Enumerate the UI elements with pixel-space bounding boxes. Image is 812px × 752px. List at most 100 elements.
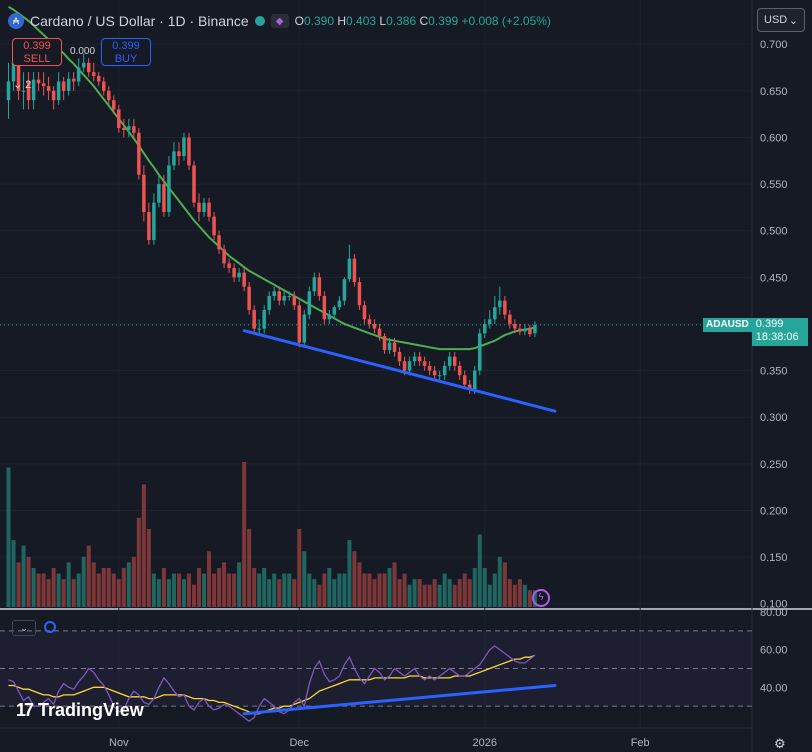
candle-body bbox=[357, 281, 362, 306]
candle-body bbox=[222, 249, 226, 264]
candle-body bbox=[11, 62, 16, 82]
volume-bar bbox=[91, 562, 96, 607]
sell-label: SELL bbox=[23, 53, 51, 65]
market-status-icon bbox=[254, 16, 265, 26]
candle-body bbox=[242, 272, 246, 287]
candle-body bbox=[61, 81, 66, 91]
candle-body bbox=[287, 295, 292, 297]
candle-body bbox=[513, 323, 517, 329]
rsi-ma-line bbox=[8, 654, 536, 715]
volume-bar bbox=[171, 573, 176, 607]
volume-bar bbox=[422, 584, 427, 607]
price-tick-label: 0.150 bbox=[760, 552, 788, 564]
buy-button[interactable]: 0.399 BUY bbox=[101, 38, 151, 66]
volume-bar bbox=[197, 567, 202, 607]
volume-bar bbox=[101, 567, 106, 607]
chart-header: ₳ Cardano / US Dollar · 1D · Binance ◆ O… bbox=[8, 8, 551, 34]
candle-body bbox=[312, 277, 317, 292]
candle-body bbox=[187, 137, 191, 166]
candle-body bbox=[102, 81, 106, 91]
rsi-tick-label: 60.00 bbox=[760, 645, 788, 657]
price-tick-label: 0.650 bbox=[760, 86, 788, 98]
candle-body bbox=[387, 342, 392, 351]
collapse-pane-button[interactable]: ⌄ bbox=[12, 620, 36, 636]
candle-body bbox=[488, 319, 492, 324]
cardano-logo-icon: ₳ bbox=[8, 13, 24, 29]
volume-bar bbox=[61, 579, 66, 607]
candle-body bbox=[493, 307, 497, 320]
candle-body bbox=[81, 62, 86, 68]
candle-body bbox=[6, 81, 11, 101]
buy-price: 0.399 bbox=[112, 40, 140, 52]
volume-bar bbox=[76, 573, 81, 607]
candle-body bbox=[282, 295, 286, 301]
volume-bar bbox=[442, 573, 447, 607]
candle-body bbox=[112, 100, 116, 110]
visibility-icon[interactable] bbox=[44, 621, 56, 633]
volume-bar bbox=[46, 579, 51, 607]
candle-body bbox=[427, 365, 432, 371]
volume-bar bbox=[327, 567, 332, 607]
volume-bar bbox=[217, 567, 222, 607]
volume-bar bbox=[191, 584, 197, 607]
rsi-band-fill bbox=[0, 630, 752, 707]
price-tick-label: 0.700 bbox=[760, 39, 788, 51]
moving-average-line bbox=[8, 6, 536, 351]
candle-body bbox=[367, 319, 372, 324]
price-tick-label: 0.350 bbox=[760, 366, 788, 378]
volume-bar bbox=[6, 467, 11, 607]
candle-body bbox=[26, 81, 31, 101]
indicator-flag-icon[interactable]: ◆ bbox=[270, 14, 289, 28]
volume-bar bbox=[472, 567, 477, 607]
candle-body bbox=[207, 202, 211, 217]
candle-body bbox=[16, 62, 21, 91]
candle-body bbox=[182, 137, 186, 157]
volume-bar bbox=[156, 579, 161, 607]
lightning-icon[interactable]: ϟ bbox=[532, 589, 550, 607]
bar-countdown: 18:38:06 bbox=[755, 331, 799, 343]
volume-bar bbox=[51, 567, 56, 607]
candle-body bbox=[147, 212, 151, 241]
candle-body bbox=[197, 202, 201, 213]
candle-body bbox=[107, 90, 111, 101]
candle-body bbox=[307, 291, 312, 315]
indicators-toggle[interactable]: ⌄ 2 bbox=[13, 78, 31, 91]
candle-body bbox=[422, 361, 427, 366]
volume-bar bbox=[467, 579, 472, 607]
time-tick-label: Feb bbox=[631, 737, 650, 749]
rsi-tick-label: 40.00 bbox=[760, 682, 788, 694]
candle-body bbox=[56, 81, 61, 101]
candle-body bbox=[437, 375, 442, 377]
volume-bar bbox=[16, 562, 21, 607]
volume-bar bbox=[452, 584, 457, 607]
candle-body bbox=[347, 258, 352, 280]
candle-body bbox=[167, 165, 171, 213]
symbol-title[interactable]: Cardano / US Dollar · 1D · Binance bbox=[30, 13, 249, 29]
candle-body bbox=[237, 272, 241, 278]
ohlc-values: O0.390 H0.403 L0.386 C0.399 +0.008 (+2.0… bbox=[294, 14, 551, 28]
brand-text: TradingView bbox=[38, 700, 144, 720]
time-tick-label: 2026 bbox=[473, 737, 497, 749]
volume-bar bbox=[96, 573, 101, 607]
candle-body bbox=[362, 305, 367, 320]
candle-body bbox=[117, 109, 121, 129]
volume-bar bbox=[492, 573, 497, 607]
candle-body bbox=[76, 67, 81, 82]
candle-body bbox=[317, 277, 322, 296]
sell-button[interactable]: 0.399 SELL bbox=[12, 38, 62, 66]
gear-icon[interactable]: ⚙ bbox=[774, 736, 786, 751]
volume-bar bbox=[387, 567, 392, 607]
volume-bar bbox=[407, 584, 412, 607]
candle-body bbox=[232, 267, 236, 278]
candle-body bbox=[397, 351, 402, 362]
currency-select[interactable]: USD ⌄ bbox=[757, 8, 805, 32]
candle-body bbox=[442, 365, 447, 376]
volume-bar bbox=[302, 551, 307, 607]
volume-bar bbox=[247, 528, 252, 607]
price-axis-panel bbox=[752, 0, 812, 752]
candle-body bbox=[217, 235, 221, 250]
candle-body bbox=[132, 126, 136, 133]
candle-body bbox=[252, 309, 256, 329]
tradingview-logo[interactable]: 17 TradingView bbox=[16, 700, 144, 721]
